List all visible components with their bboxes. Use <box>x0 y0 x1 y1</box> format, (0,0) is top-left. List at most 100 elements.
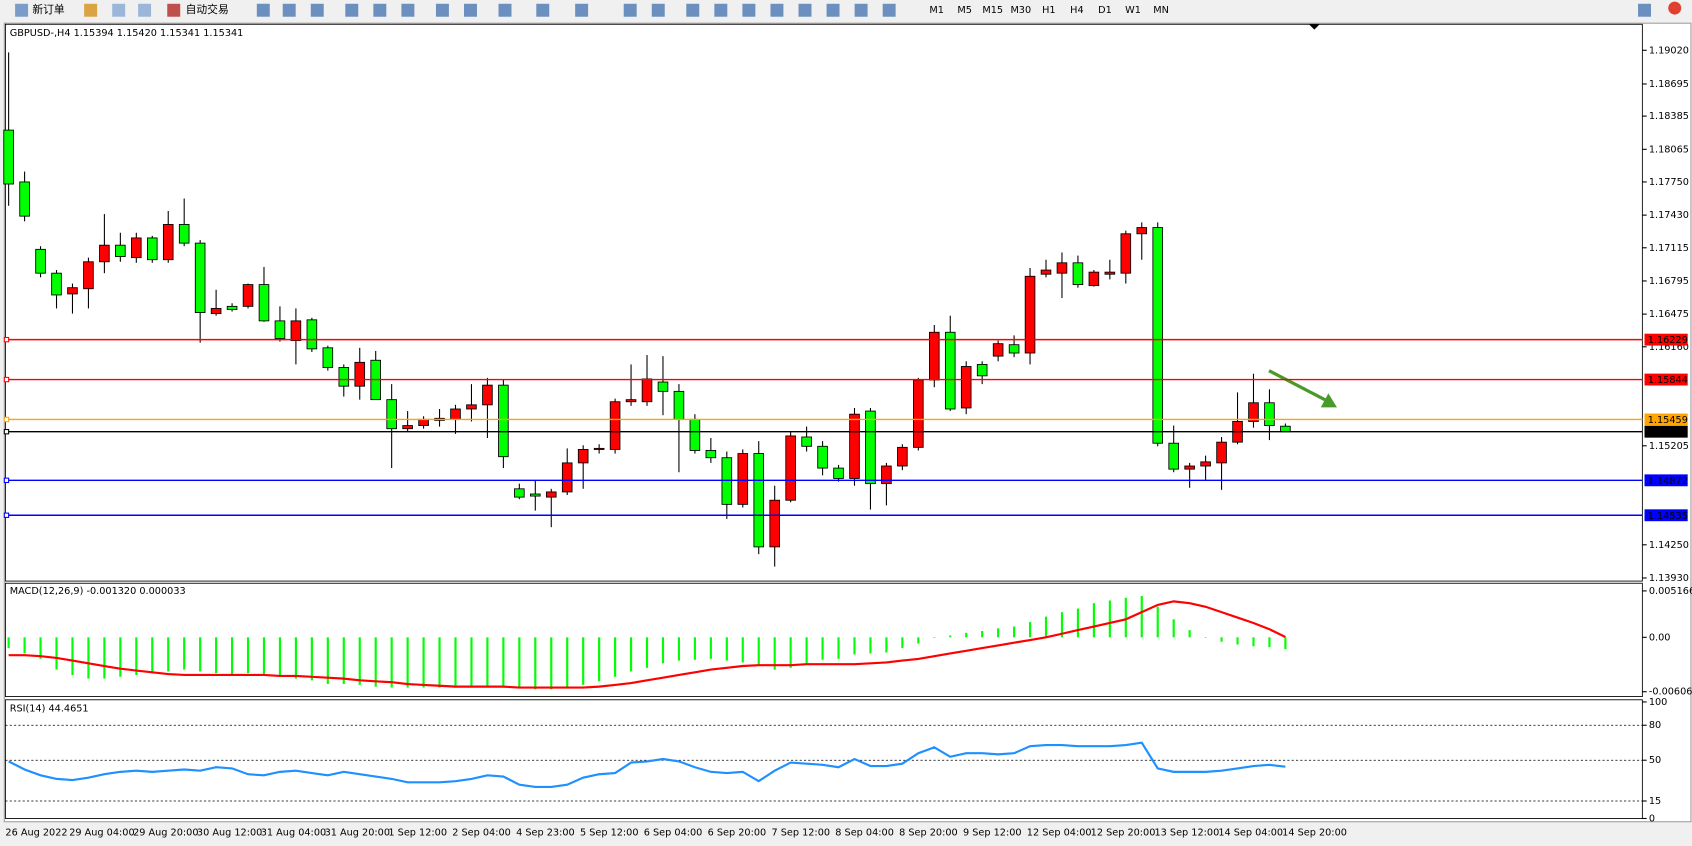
candle-body <box>865 410 876 485</box>
candle-body <box>992 343 1004 357</box>
candle-body <box>386 399 397 430</box>
candle-body <box>625 399 637 403</box>
y-tick-label: -0.006064 <box>1649 687 1692 698</box>
panel-title: RSI(14) 44.4651 <box>10 703 89 714</box>
timeframe-button[interactable]: M1 <box>929 5 944 16</box>
icon[interactable] <box>464 3 477 17</box>
candle-body <box>1200 461 1211 467</box>
histogram-bar <box>183 637 186 670</box>
icon[interactable] <box>623 3 637 17</box>
icon[interactable] <box>256 3 270 17</box>
candle-body <box>1008 344 1020 354</box>
candle-body <box>51 272 62 296</box>
level-label-box <box>1644 333 1688 346</box>
x-tick-label: 8 Sep 20:00 <box>899 828 958 839</box>
new-order-button[interactable]: 新订单 <box>32 3 65 16</box>
indicator-line <box>8 741 1286 789</box>
icon[interactable] <box>15 3 29 17</box>
histogram-bar <box>390 637 393 688</box>
x-tick-label: 1 Sep 12:00 <box>388 828 447 839</box>
y-tick-label: 1.15205 <box>1649 441 1689 452</box>
timeframe-button[interactable]: M30 <box>1010 5 1031 16</box>
timeframe-button[interactable]: H1 <box>1042 5 1055 16</box>
icon[interactable] <box>686 3 700 17</box>
candle-body <box>641 378 653 403</box>
level-handle <box>3 376 10 383</box>
histogram-bar <box>645 637 649 668</box>
toolbar-icons <box>256 3 1651 17</box>
x-tick-label: 12 Sep 04:00 <box>1027 828 1092 839</box>
candle-body <box>1168 442 1179 470</box>
histogram-bar <box>167 637 170 672</box>
timeframe-button[interactable]: W1 <box>1125 5 1141 16</box>
icon[interactable] <box>1638 3 1651 17</box>
x-tick-label: 31 Aug 04:00 <box>261 828 326 839</box>
timeframe-button[interactable]: M15 <box>982 5 1003 16</box>
histogram-bar <box>310 637 313 681</box>
macd-panel <box>4 582 1643 697</box>
icon[interactable] <box>826 3 840 17</box>
x-tick-label: 6 Sep 20:00 <box>708 828 767 839</box>
arrow <box>1268 369 1326 402</box>
candle-body <box>849 413 860 479</box>
level-label: 1.14872 <box>1648 476 1688 487</box>
icon[interactable] <box>112 3 126 17</box>
icon[interactable] <box>84 3 98 17</box>
icon[interactable] <box>498 3 512 17</box>
candle-body <box>1216 441 1227 464</box>
histogram-bar <box>1188 630 1191 638</box>
shift-marker <box>1308 24 1320 30</box>
icon[interactable] <box>345 3 359 17</box>
level-handle <box>3 416 10 423</box>
icon[interactable] <box>714 3 728 17</box>
icon[interactable] <box>651 3 665 17</box>
histogram-bar <box>1044 616 1048 638</box>
icon[interactable] <box>536 3 550 17</box>
icon[interactable] <box>138 3 152 17</box>
histogram-bar <box>965 632 968 638</box>
icon[interactable] <box>167 3 181 17</box>
histogram-bar <box>422 637 425 688</box>
histogram-bar <box>1076 608 1080 638</box>
candle-body <box>609 401 621 450</box>
candle-body <box>418 418 429 427</box>
histogram-bar <box>454 637 457 688</box>
icon[interactable] <box>401 3 415 17</box>
icon[interactable] <box>435 3 449 17</box>
timeframe-button[interactable]: M5 <box>957 5 972 16</box>
histogram-bar <box>135 637 138 676</box>
auto-trading-button[interactable]: 自动交易 <box>186 3 229 16</box>
icon[interactable] <box>798 3 812 17</box>
icon[interactable] <box>575 3 589 17</box>
candle-body <box>721 457 733 505</box>
level-label-box <box>1644 373 1688 386</box>
candle-body <box>1136 227 1148 235</box>
alert-icon[interactable] <box>1668 1 1682 15</box>
icon[interactable] <box>373 3 387 17</box>
histogram-bar <box>1060 612 1064 638</box>
icon[interactable] <box>770 3 784 17</box>
icon[interactable] <box>282 3 296 17</box>
candle-body <box>338 367 350 387</box>
icon[interactable] <box>882 3 896 17</box>
icon[interactable] <box>742 3 756 17</box>
x-tick-label: 29 Aug 20:00 <box>133 828 198 839</box>
timeframe-button[interactable]: D1 <box>1098 5 1112 16</box>
y-tick-label: 1.19020 <box>1649 45 1689 56</box>
histogram-bar <box>709 637 712 659</box>
x-tick-label: 2 Sep 04:00 <box>452 828 511 839</box>
icon[interactable] <box>854 3 868 17</box>
y-tick-label: 100 <box>1649 697 1668 708</box>
timeframe-button[interactable]: H4 <box>1070 5 1083 16</box>
x-tick-label: 29 Aug 04:00 <box>69 828 134 839</box>
candle-body <box>657 381 669 392</box>
timeframe-button[interactable]: MN <box>1153 5 1169 16</box>
main-panel <box>4 23 1643 582</box>
indicator-line <box>8 600 1286 689</box>
candle-body <box>1280 425 1291 433</box>
histogram-bar <box>342 637 345 684</box>
histogram-bar <box>1092 603 1095 638</box>
icon[interactable] <box>310 3 324 17</box>
y-tick-label: 0.005166 <box>1649 586 1692 597</box>
histogram-bar <box>518 637 521 688</box>
